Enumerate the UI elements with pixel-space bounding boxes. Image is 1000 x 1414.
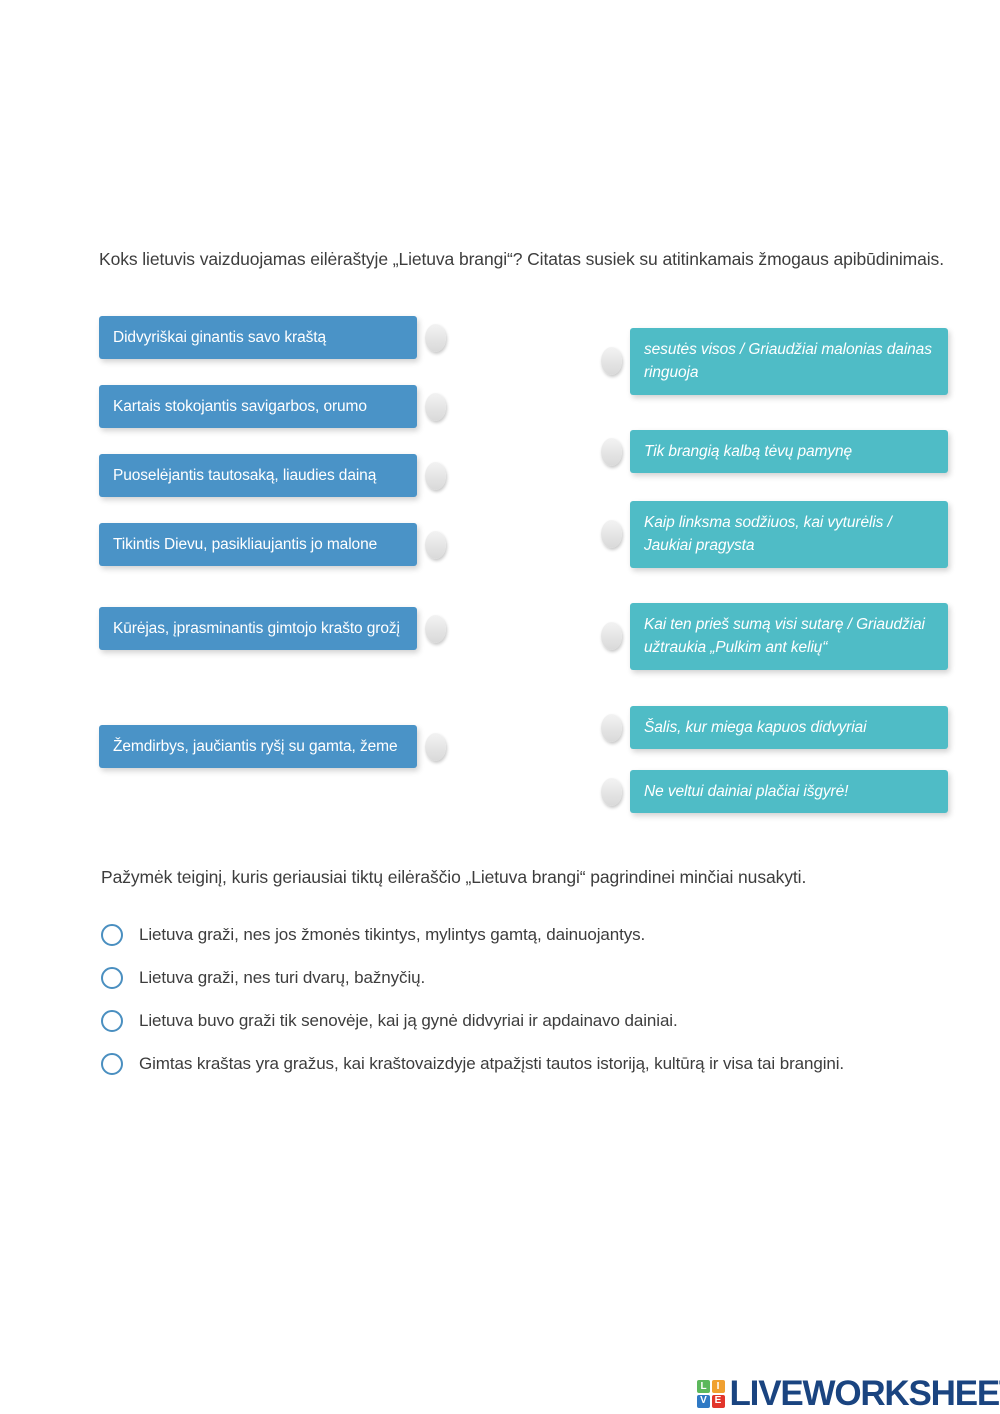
match-row[interactable]: Kaip linksma sodžiuos, kai vyturėlis / J…	[601, 501, 948, 568]
radio-button-icon[interactable]	[101, 1010, 123, 1032]
logo-block-e: E	[712, 1395, 725, 1408]
match-row[interactable]: Šalis, kur miega kapuos didvyriai	[601, 706, 948, 749]
match-row[interactable]: Puoselėjantis tautosaką, liaudies dainą	[99, 454, 446, 497]
match-row[interactable]: Kai ten prieš sumą visi sutarę / Griaudž…	[601, 603, 948, 670]
multiple-choice-group: Lietuva graži, nes jos žmonės tikintys, …	[101, 918, 961, 1090]
option-label: Lietuva graži, nes jos žmonės tikintys, …	[139, 925, 645, 945]
radio-button-icon[interactable]	[101, 924, 123, 946]
connector-knob-icon[interactable]	[601, 622, 622, 650]
connector-knob-icon[interactable]	[425, 462, 446, 490]
match-left-chip[interactable]: Kartais stokojantis savigarbos, orumo	[99, 385, 417, 428]
connector-knob-icon[interactable]	[425, 393, 446, 421]
connector-knob-icon[interactable]	[425, 531, 446, 559]
match-row[interactable]: Kartais stokojantis savigarbos, orumo	[99, 385, 446, 428]
match-right-chip[interactable]: Tik brangią kalbą tėvų pamynę	[630, 430, 948, 473]
logo-wordmark: LIVEWORKSHEETS	[730, 1374, 1000, 1414]
match-right-chip[interactable]: sesutės visos / Griaudžiai malonias dain…	[630, 328, 948, 395]
radio-button-icon[interactable]	[101, 967, 123, 989]
match-row[interactable]: Ne veltui dainiai plačiai išgyrė!	[601, 770, 948, 813]
option-row[interactable]: Lietuva graži, nes turi dvarų, bažnyčių.	[101, 961, 961, 995]
match-right-chip[interactable]: Kai ten prieš sumą visi sutarę / Griaudž…	[630, 603, 948, 670]
match-left-chip[interactable]: Kūrėjas, įprasminantis gimtojo krašto gr…	[99, 607, 417, 650]
match-left-chip[interactable]: Didvyriškai ginantis savo kraštą	[99, 316, 417, 359]
logo-block-v: V	[697, 1395, 710, 1408]
match-right-chip[interactable]: Kaip linksma sodžiuos, kai vyturėlis / J…	[630, 501, 948, 568]
logo-blocks-icon: L I V E	[697, 1380, 725, 1408]
option-label: Lietuva buvo graži tik senovėje, kai ją …	[139, 1011, 678, 1031]
connector-knob-icon[interactable]	[425, 615, 446, 643]
matching-exercise: Didvyriškai ginantis savo kraštą Kartais…	[0, 316, 1000, 836]
match-row[interactable]: Kūrėjas, įprasminantis gimtojo krašto gr…	[99, 607, 446, 650]
option-label: Lietuva graži, nes turi dvarų, bažnyčių.	[139, 968, 425, 988]
match-row[interactable]: sesutės visos / Griaudžiai malonias dain…	[601, 328, 948, 395]
option-label: Gimtas kraštas yra gražus, kai kraštovai…	[139, 1054, 844, 1074]
match-row[interactable]: Žemdirbys, jaučiantis ryšį su gamta, žem…	[99, 725, 446, 768]
connector-knob-icon[interactable]	[425, 324, 446, 352]
match-left-chip[interactable]: Tikintis Dievu, pasikliaujantis jo malon…	[99, 523, 417, 566]
match-left-chip[interactable]: Žemdirbys, jaučiantis ryšį su gamta, žem…	[99, 725, 417, 768]
option-row[interactable]: Gimtas kraštas yra gražus, kai kraštovai…	[101, 1047, 961, 1081]
liveworksheets-logo: L I V E LIVEWORKSHEETS	[697, 1374, 1000, 1414]
connector-knob-icon[interactable]	[601, 520, 622, 548]
connector-knob-icon[interactable]	[601, 778, 622, 806]
connector-knob-icon[interactable]	[425, 733, 446, 761]
option-row[interactable]: Lietuva buvo graži tik senovėje, kai ją …	[101, 1004, 961, 1038]
connector-knob-icon[interactable]	[601, 347, 622, 375]
match-right-chip[interactable]: Šalis, kur miega kapuos didvyriai	[630, 706, 948, 749]
logo-block-l: L	[697, 1380, 710, 1393]
prompt-matching-instruction: Koks lietuvis vaizduojamas eilėraštyje „…	[99, 248, 944, 272]
prompt-multiple-choice-instruction: Pažymėk teiginį, kuris geriausiai tiktų …	[101, 866, 806, 890]
option-row[interactable]: Lietuva graži, nes jos žmonės tikintys, …	[101, 918, 961, 952]
match-row[interactable]: Tik brangią kalbą tėvų pamynę	[601, 430, 948, 473]
connector-knob-icon[interactable]	[601, 714, 622, 742]
connector-knob-icon[interactable]	[601, 438, 622, 466]
match-right-chip[interactable]: Ne veltui dainiai plačiai išgyrė!	[630, 770, 948, 813]
radio-button-icon[interactable]	[101, 1053, 123, 1075]
match-row[interactable]: Didvyriškai ginantis savo kraštą	[99, 316, 446, 359]
match-row[interactable]: Tikintis Dievu, pasikliaujantis jo malon…	[99, 523, 446, 566]
match-left-chip[interactable]: Puoselėjantis tautosaką, liaudies dainą	[99, 454, 417, 497]
logo-block-i: I	[712, 1380, 725, 1393]
